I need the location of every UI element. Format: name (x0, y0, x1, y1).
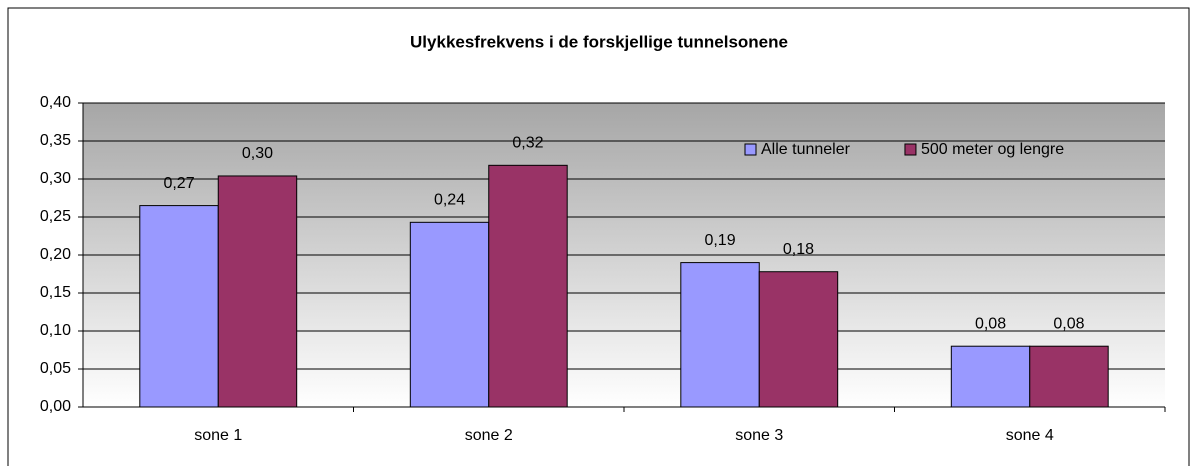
x-tick-label: sone 1 (194, 427, 242, 444)
y-tick-label: 0,05 (40, 360, 71, 377)
chart-title: Ulykkesfrekvens i de forskjellige tunnel… (410, 32, 788, 51)
legend-label: 500 meter og lengre (921, 141, 1064, 158)
x-tick-label: sone 3 (735, 427, 783, 444)
value-label: 0,24 (434, 192, 465, 209)
value-label: 0,08 (1053, 315, 1084, 332)
y-tick-label: 0,40 (40, 94, 71, 111)
x-tick-label: sone 4 (1006, 427, 1054, 444)
y-tick-label: 0,30 (40, 170, 71, 187)
legend-swatch (904, 143, 917, 156)
value-label: 0,18 (783, 241, 814, 258)
bar (1029, 345, 1109, 408)
x-tick-label: sone 2 (465, 427, 513, 444)
bar (217, 175, 298, 408)
value-label: 0,27 (163, 175, 194, 192)
bar (488, 164, 568, 408)
value-label: 0,08 (975, 315, 1006, 332)
bar (409, 221, 490, 408)
y-tick-label: 0,35 (40, 132, 71, 149)
y-tick-label: 0,00 (40, 398, 71, 415)
bar (758, 271, 839, 408)
y-tick-label: 0,25 (40, 208, 71, 225)
y-tick-label: 0,20 (40, 246, 71, 263)
bar (950, 345, 1031, 408)
bar (680, 262, 760, 408)
y-tick-label: 0,10 (40, 322, 71, 339)
bar (139, 205, 219, 408)
value-label: 0,30 (242, 145, 273, 162)
y-tick-label: 0,15 (40, 284, 71, 301)
value-label: 0,19 (704, 232, 735, 249)
legend-label: Alle tunneler (761, 141, 851, 158)
value-label: 0,32 (512, 135, 543, 152)
legend-swatch (744, 143, 757, 156)
